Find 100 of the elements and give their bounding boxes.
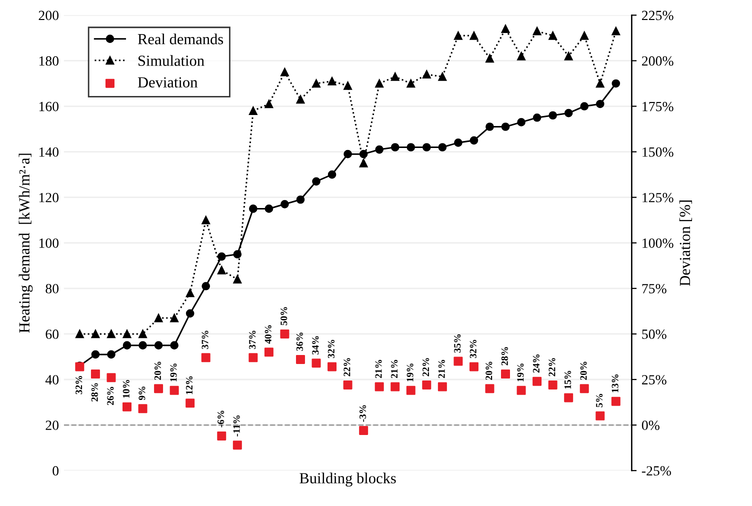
- point: [217, 431, 226, 440]
- point: [107, 330, 116, 338]
- point: [438, 382, 447, 392]
- data-label: 13%: [612, 374, 618, 392]
- data-label: 35%: [454, 334, 461, 353]
- data-label: 19%: [170, 364, 177, 382]
- point: [501, 370, 510, 379]
- point: [217, 266, 226, 274]
- point: [264, 204, 274, 213]
- point: [532, 26, 542, 36]
- legend-label: Simulation: [138, 55, 204, 66]
- point: [312, 358, 321, 368]
- point: [406, 143, 416, 152]
- data-label: 20%: [154, 362, 162, 380]
- point: [138, 341, 147, 350]
- data-label: 32%: [328, 340, 334, 358]
- data-label: -11%: [233, 416, 240, 436]
- point: [454, 356, 463, 366]
- point: [470, 32, 478, 40]
- point: [280, 329, 290, 338]
- data-label: 20%: [486, 362, 492, 380]
- y2-tick-label: 0%: [642, 420, 660, 430]
- point: [486, 54, 494, 63]
- data-label: 34%: [312, 336, 319, 354]
- point: [580, 102, 589, 110]
- data-label: -6%: [218, 410, 224, 428]
- point: [186, 288, 194, 298]
- point: [201, 353, 210, 362]
- data-label: 28%: [501, 347, 508, 366]
- data-label: 22%: [548, 358, 556, 376]
- data-label: 28%: [91, 383, 98, 402]
- point: [249, 106, 258, 115]
- point: [580, 384, 589, 394]
- data-label: 21%: [375, 360, 382, 378]
- point: [422, 380, 432, 390]
- point: [91, 350, 100, 359]
- point: [107, 350, 116, 359]
- point: [438, 72, 447, 81]
- point: [612, 79, 620, 88]
- point: [296, 354, 305, 364]
- point: [516, 386, 526, 395]
- point: [122, 330, 132, 338]
- point: [90, 370, 100, 379]
- y2-tick-label: 25%: [642, 375, 666, 384]
- point: [264, 348, 274, 357]
- point: [548, 380, 558, 390]
- point: [170, 341, 178, 350]
- point: [343, 380, 352, 390]
- point: [122, 341, 132, 350]
- data-label: 50%: [280, 307, 288, 326]
- data-label: 37%: [202, 330, 208, 349]
- y2-tick-label: -25%: [642, 466, 672, 476]
- point: [106, 373, 116, 382]
- point: [564, 108, 573, 118]
- data-label: 32%: [76, 376, 82, 394]
- y2-tick-label: 75%: [642, 284, 666, 294]
- data-label: 32%: [470, 340, 476, 358]
- point: [217, 252, 226, 261]
- point: [486, 122, 494, 131]
- point: [154, 384, 164, 394]
- point: [170, 386, 179, 395]
- point: [91, 330, 100, 338]
- data-label: 5%: [596, 394, 603, 408]
- point: [374, 382, 384, 392]
- point: [564, 52, 573, 60]
- point: [611, 396, 620, 406]
- point: [406, 79, 416, 88]
- point: [233, 250, 242, 258]
- point: [296, 195, 305, 204]
- point: [548, 111, 557, 120]
- point: [469, 362, 478, 372]
- point: [501, 122, 510, 131]
- y2-axis-title: Deviation [%]: [679, 200, 692, 286]
- point: [186, 309, 194, 318]
- data-label: 37%: [249, 330, 256, 349]
- y-axis-title: Heating demand [kWh/m²·a]: [18, 154, 33, 333]
- data-label: 20%: [580, 362, 587, 380]
- y-tick-label: 140: [39, 147, 59, 157]
- y-tick-label: 160: [39, 102, 59, 112]
- point: [359, 159, 368, 168]
- y-tick-label: 100: [39, 238, 59, 248]
- point: [280, 68, 289, 76]
- point: [375, 79, 384, 88]
- point: [390, 143, 400, 152]
- y2-tick-label: 225%: [642, 10, 674, 20]
- y-tick-label: 60: [46, 330, 59, 339]
- data-label: -3%: [359, 405, 366, 422]
- y-tick-label: 40: [45, 375, 59, 384]
- point: [138, 404, 148, 414]
- point: [406, 386, 416, 395]
- point: [328, 77, 336, 86]
- point: [296, 95, 305, 104]
- point: [532, 113, 542, 122]
- y-tick-label: 180: [39, 56, 59, 66]
- point: [154, 314, 163, 322]
- point: [186, 398, 195, 408]
- point: [454, 32, 462, 40]
- point: [612, 26, 620, 36]
- point: [232, 440, 242, 450]
- point: [202, 282, 210, 290]
